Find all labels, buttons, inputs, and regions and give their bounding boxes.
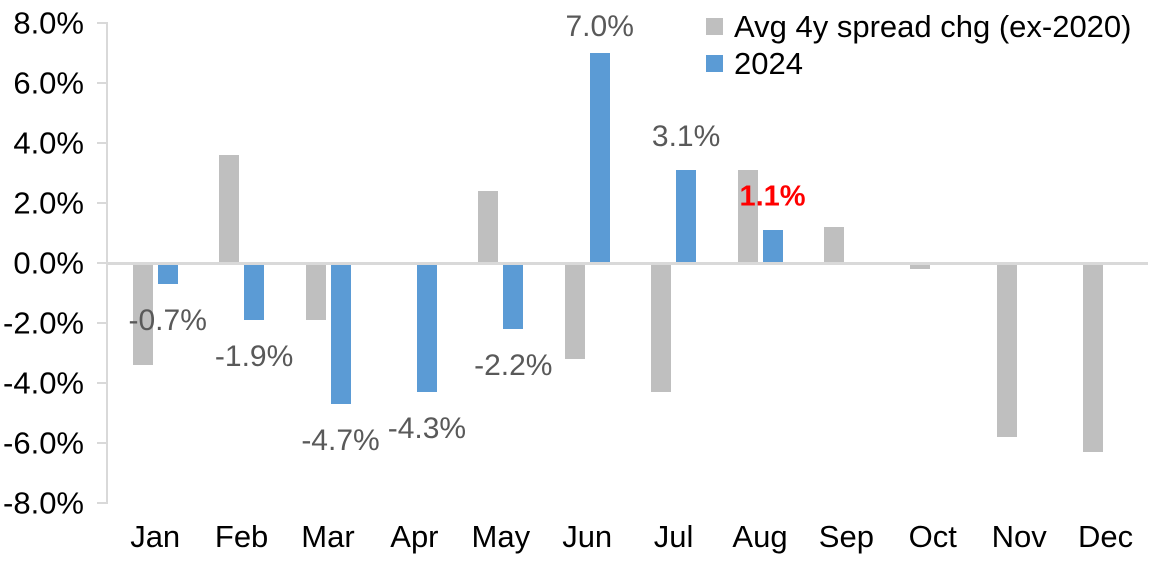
data-label-mar: -4.7% xyxy=(301,424,380,457)
data-label-apr: -4.3% xyxy=(387,412,467,445)
bar-2024-may xyxy=(503,263,524,329)
y-tick-label: 0.0% xyxy=(13,245,84,281)
bar-avg-aug xyxy=(737,170,758,263)
legend-item-avg-4y-spread: Avg 4y spread chg (ex-2020) xyxy=(706,8,1132,45)
x-tick-label-apr: Apr xyxy=(390,519,439,554)
y-tick-label: -8.0% xyxy=(3,485,84,521)
y-tick-mark xyxy=(97,382,108,384)
x-tick-label-jul: Jul xyxy=(653,519,694,554)
data-label-may: -2.2% xyxy=(474,349,553,382)
bar-2024-jun xyxy=(589,53,610,263)
bar-avg-may xyxy=(478,191,499,263)
y-tick-label: 2.0% xyxy=(13,185,84,221)
legend: Avg 4y spread chg (ex-2020) 2024 xyxy=(706,8,1132,82)
data-label-jun: 7.0% xyxy=(565,10,634,43)
y-tick-mark xyxy=(97,262,108,264)
data-label-jan: -0.7% xyxy=(128,304,207,337)
y-tick-label: -4.0% xyxy=(3,365,84,401)
bar-avg-feb xyxy=(219,155,240,263)
data-label-aug: 1.1% xyxy=(739,180,806,213)
y-tick-label: -6.0% xyxy=(3,425,84,461)
y-tick-mark xyxy=(97,502,108,504)
x-tick-label-mar: Mar xyxy=(301,519,355,554)
y-tick-label: 8.0% xyxy=(13,5,84,41)
bar-2024-mar xyxy=(330,263,351,404)
y-tick-mark xyxy=(97,142,108,144)
bar-2024-feb xyxy=(244,263,265,320)
legend-swatch-avg-icon xyxy=(706,18,723,35)
y-tick-label: 4.0% xyxy=(13,125,84,161)
x-tick-label-feb: Feb xyxy=(214,519,269,554)
bar-avg-jul xyxy=(651,263,672,392)
legend-label-2024: 2024 xyxy=(734,46,803,81)
bar-avg-jun xyxy=(564,263,585,359)
y-tick-mark xyxy=(97,82,108,84)
x-tick-label-sep: Sep xyxy=(818,519,874,554)
bar-2024-aug xyxy=(762,230,783,263)
x-tick-label-may: May xyxy=(471,519,531,554)
bar-2024-apr xyxy=(416,263,437,392)
y-tick-mark xyxy=(97,202,108,204)
legend-label-avg: Avg 4y spread chg (ex-2020) xyxy=(734,9,1132,44)
x-tick-label-aug: Aug xyxy=(732,519,788,554)
bar-avg-mar xyxy=(305,263,326,320)
x-tick-label-oct: Oct xyxy=(908,519,957,554)
bar-avg-sep xyxy=(823,227,844,263)
x-tick-label-jan: Jan xyxy=(130,519,181,554)
bar-avg-dec xyxy=(1083,263,1104,452)
bar-avg-nov xyxy=(996,263,1017,437)
y-tick-label: -2.0% xyxy=(3,305,84,341)
bar-avg-jan xyxy=(132,263,153,365)
data-label-jul: 3.1% xyxy=(651,120,721,153)
y-tick-mark xyxy=(97,442,108,444)
y-tick-mark xyxy=(97,22,108,24)
x-tick-label-nov: Nov xyxy=(991,519,1047,554)
zero-axis-line xyxy=(106,262,1148,265)
x-tick-label-jun: Jun xyxy=(562,519,613,554)
legend-swatch-2024-icon xyxy=(706,55,723,72)
y-tick-mark xyxy=(97,322,108,324)
legend-item-2024: 2024 xyxy=(706,45,1132,82)
bar-2024-jul xyxy=(676,170,697,263)
y-tick-label: 6.0% xyxy=(13,65,84,101)
data-label-feb: -1.9% xyxy=(214,340,294,373)
bar-2024-jan xyxy=(157,263,178,284)
x-tick-label-dec: Dec xyxy=(1078,519,1134,554)
bar-avg-oct xyxy=(910,263,931,269)
